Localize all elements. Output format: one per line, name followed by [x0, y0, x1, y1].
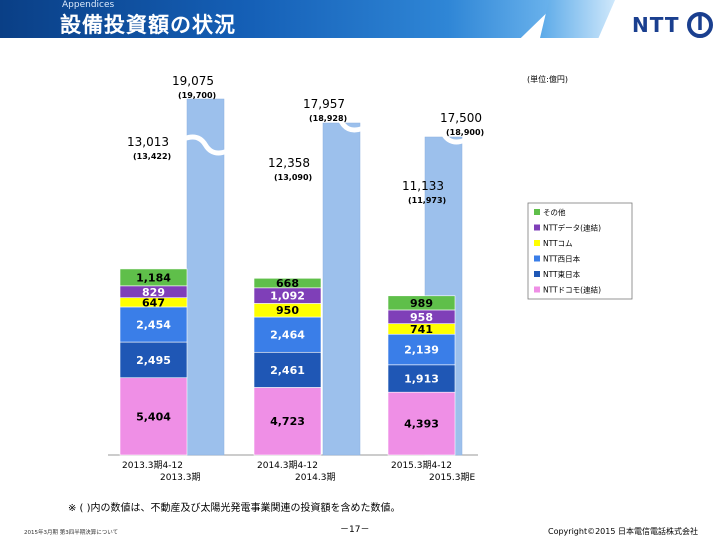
- axis-break-mark: [409, 123, 478, 145]
- data-label-east: 2,495: [136, 354, 171, 367]
- legend-swatch-com: [534, 240, 540, 246]
- bar-segment-east: [387, 364, 456, 393]
- bar-segment-other: [253, 277, 322, 289]
- section-label: Appendices: [62, 0, 115, 10]
- data-label-other: 1,184: [136, 271, 171, 284]
- data-label-other: 668: [276, 277, 299, 290]
- data-label-com: 647: [142, 296, 165, 309]
- total-bar-fy: [186, 98, 225, 456]
- x-tick-label-fy: 2014.3期: [295, 472, 336, 483]
- bar-segment-east: [119, 341, 188, 379]
- footer-document-name: 2015年3月期 第3四半期決算について: [24, 530, 119, 536]
- x-tick-label-fy: 2015.3期E: [429, 472, 475, 483]
- axis-break-mark: [307, 111, 376, 133]
- x-tick-label-9m: 2013.3期4-12: [122, 460, 183, 471]
- total-sublabel-fy: (18,928): [309, 114, 347, 123]
- x-tick-label-9m: 2014.3期4-12: [257, 460, 318, 471]
- bar-segment-docomo: [119, 377, 188, 456]
- data-label-west: 2,454: [136, 318, 171, 331]
- bar-segment-other: [387, 295, 456, 311]
- data-label-data: 958: [410, 311, 433, 324]
- data-label-west: 2,139: [404, 344, 439, 357]
- total-sublabel-9m: (11,973): [408, 196, 446, 205]
- total-label-9m: 13,013: [127, 135, 169, 149]
- legend-label-com: NTTコム: [543, 239, 573, 248]
- total-label-fy: 17,500: [440, 111, 482, 125]
- x-tick-label-9m: 2015.3期4-12: [391, 460, 452, 471]
- total-sublabel-9m: (13,422): [133, 152, 171, 161]
- total-bar-fy: [322, 122, 361, 456]
- legend-label-data: NTTデータ(連結): [543, 223, 601, 233]
- total-sublabel-fy: (18,900): [446, 128, 484, 137]
- data-label-data: 829: [142, 286, 165, 299]
- data-label-west: 2,464: [270, 329, 305, 342]
- unit-label: (単位:億円): [527, 74, 568, 84]
- legend-box: [527, 202, 633, 300]
- legend-swatch-other: [534, 209, 540, 215]
- page-title: 設備投資額の状況: [60, 13, 236, 37]
- footnote: ※ ( )内の数値は、不動産及び太陽光発電事業関連の投資額を含めた数値。: [68, 503, 401, 514]
- legend-label-docomo: NTTドコモ(連結): [543, 285, 601, 295]
- bar-segment-docomo: [387, 391, 456, 456]
- data-label-data: 1,092: [270, 290, 305, 303]
- total-label-fy: 17,957: [303, 97, 345, 111]
- data-label-other: 989: [410, 297, 433, 310]
- legend-label-west: NTT西日本: [543, 254, 581, 264]
- legend-label-east: NTT東日本: [543, 269, 581, 279]
- copyright: Copyright©2015 日本電信電話株式会社: [548, 527, 698, 536]
- ntt-loop-icon: [687, 12, 714, 38]
- x-tick-label-fy: 2013.3期: [160, 472, 201, 483]
- data-label-east: 1,913: [404, 373, 439, 386]
- legend-swatch-west: [534, 255, 540, 262]
- total-label-9m: 11,133: [402, 179, 444, 193]
- total-sublabel-fy: (19,700): [178, 91, 216, 100]
- total-sublabel-9m: (13,090): [274, 173, 312, 182]
- total-label-fy: 19,075: [172, 74, 214, 88]
- page-number: －17－: [340, 525, 370, 535]
- legend-swatch-east: [534, 271, 540, 277]
- header-banner: Appendices 設備投資額の状況: [0, 0, 720, 44]
- bar-segment-west: [253, 316, 322, 353]
- logo-text: NTT: [632, 13, 680, 37]
- data-label-east: 2,461: [270, 364, 305, 377]
- ntt-logo: NTT: [632, 10, 715, 40]
- bar-segment-other: [119, 268, 188, 287]
- axis-break-mark: [171, 134, 240, 156]
- data-label-docomo: 4,723: [270, 415, 305, 428]
- header-band: [0, 0, 560, 38]
- data-label-com: 741: [410, 323, 433, 336]
- bar-segment-west: [387, 333, 456, 366]
- data-label-docomo: 5,404: [136, 410, 171, 423]
- legend-label-other: その他: [543, 207, 566, 217]
- total-label-9m: 12,358: [268, 156, 310, 170]
- legend-swatch-docomo: [534, 286, 540, 293]
- data-label-com: 950: [276, 304, 299, 317]
- data-label-docomo: 4,393: [404, 418, 439, 431]
- bar-segment-east: [253, 351, 322, 388]
- legend-swatch-data: [534, 224, 540, 231]
